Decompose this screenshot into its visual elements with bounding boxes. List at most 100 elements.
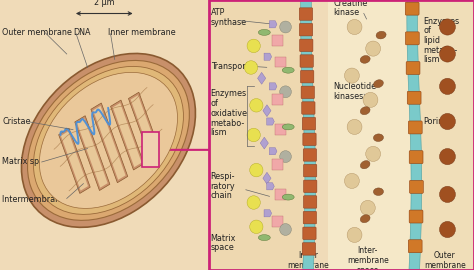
Text: Transporter: Transporter	[210, 62, 257, 71]
Polygon shape	[264, 53, 272, 60]
FancyBboxPatch shape	[303, 211, 317, 224]
FancyBboxPatch shape	[407, 91, 421, 104]
Text: ATP
synthase: ATP synthase	[210, 8, 247, 27]
Circle shape	[439, 221, 456, 238]
Text: Nucleotide
kinases: Nucleotide kinases	[333, 82, 376, 101]
Ellipse shape	[27, 60, 190, 220]
Circle shape	[439, 46, 456, 62]
Polygon shape	[128, 92, 155, 143]
FancyBboxPatch shape	[272, 94, 283, 105]
Polygon shape	[260, 137, 268, 149]
Circle shape	[250, 163, 263, 177]
FancyBboxPatch shape	[303, 227, 316, 239]
Polygon shape	[269, 148, 277, 155]
Text: Outer membrane: Outer membrane	[2, 28, 72, 37]
Ellipse shape	[360, 215, 370, 223]
Circle shape	[439, 113, 456, 130]
Ellipse shape	[374, 80, 383, 88]
Ellipse shape	[21, 53, 195, 227]
Circle shape	[347, 227, 362, 242]
Bar	[142, 132, 158, 167]
Ellipse shape	[360, 161, 370, 169]
Polygon shape	[257, 72, 266, 84]
FancyBboxPatch shape	[303, 180, 317, 193]
Circle shape	[347, 119, 362, 134]
Text: Matrix
space: Matrix space	[210, 234, 236, 252]
Polygon shape	[61, 131, 88, 191]
Polygon shape	[269, 83, 277, 90]
FancyBboxPatch shape	[303, 164, 317, 177]
Polygon shape	[59, 129, 90, 193]
Polygon shape	[110, 100, 144, 170]
Bar	[413, 0, 474, 270]
Circle shape	[439, 148, 456, 165]
Circle shape	[250, 99, 263, 112]
Bar	[209, 0, 304, 270]
FancyBboxPatch shape	[410, 180, 423, 193]
Circle shape	[439, 19, 456, 35]
Circle shape	[345, 68, 359, 83]
Polygon shape	[131, 95, 153, 140]
Text: Creatine
kinase: Creatine kinase	[333, 0, 367, 18]
Polygon shape	[263, 172, 271, 184]
FancyBboxPatch shape	[303, 149, 317, 161]
FancyBboxPatch shape	[405, 32, 419, 45]
Circle shape	[280, 224, 292, 235]
FancyBboxPatch shape	[408, 240, 422, 253]
FancyBboxPatch shape	[405, 2, 419, 15]
Circle shape	[247, 39, 260, 53]
Text: Matrix space: Matrix space	[2, 157, 54, 167]
Polygon shape	[267, 183, 274, 190]
Circle shape	[345, 173, 359, 188]
Ellipse shape	[376, 31, 386, 39]
Polygon shape	[77, 119, 108, 188]
Circle shape	[245, 61, 258, 74]
Polygon shape	[407, 0, 422, 270]
FancyBboxPatch shape	[406, 62, 420, 75]
Text: 2 μm: 2 μm	[94, 0, 115, 7]
Ellipse shape	[258, 235, 270, 241]
FancyBboxPatch shape	[301, 86, 314, 99]
Polygon shape	[301, 0, 316, 270]
Circle shape	[366, 41, 381, 56]
Text: Enzymes
of
lipid
metabo-
lism: Enzymes of lipid metabo- lism	[424, 16, 460, 65]
FancyBboxPatch shape	[303, 133, 316, 146]
Text: Enzymes
of
oxidative
metabo-
lism: Enzymes of oxidative metabo- lism	[210, 89, 248, 137]
Circle shape	[280, 21, 292, 33]
FancyBboxPatch shape	[302, 117, 316, 130]
FancyBboxPatch shape	[409, 210, 423, 223]
Circle shape	[247, 196, 260, 209]
Circle shape	[366, 146, 381, 161]
Text: Intermembrane space: Intermembrane space	[2, 195, 91, 204]
FancyBboxPatch shape	[272, 35, 283, 46]
Text: Respi-
ratory
chain: Respi- ratory chain	[210, 172, 235, 201]
FancyBboxPatch shape	[300, 39, 313, 52]
FancyBboxPatch shape	[300, 8, 313, 20]
FancyBboxPatch shape	[303, 196, 317, 208]
FancyBboxPatch shape	[272, 216, 283, 227]
Circle shape	[247, 128, 260, 142]
Polygon shape	[93, 106, 126, 180]
FancyBboxPatch shape	[301, 70, 314, 83]
FancyBboxPatch shape	[302, 243, 316, 255]
Circle shape	[439, 78, 456, 94]
FancyBboxPatch shape	[300, 55, 313, 67]
Ellipse shape	[282, 67, 294, 73]
Polygon shape	[91, 103, 128, 183]
Bar	[209, 0, 474, 270]
FancyBboxPatch shape	[409, 121, 422, 134]
Circle shape	[360, 200, 375, 215]
Polygon shape	[264, 210, 272, 217]
Polygon shape	[269, 21, 277, 28]
Polygon shape	[75, 116, 110, 191]
Text: Porin: Porin	[424, 117, 444, 126]
Circle shape	[439, 186, 456, 202]
Ellipse shape	[282, 124, 294, 130]
Circle shape	[250, 220, 263, 234]
Polygon shape	[263, 105, 271, 117]
Bar	[328, 0, 413, 270]
Ellipse shape	[374, 134, 383, 141]
FancyBboxPatch shape	[409, 151, 423, 164]
Text: Outer
membrane: Outer membrane	[424, 251, 465, 270]
FancyBboxPatch shape	[275, 57, 285, 68]
